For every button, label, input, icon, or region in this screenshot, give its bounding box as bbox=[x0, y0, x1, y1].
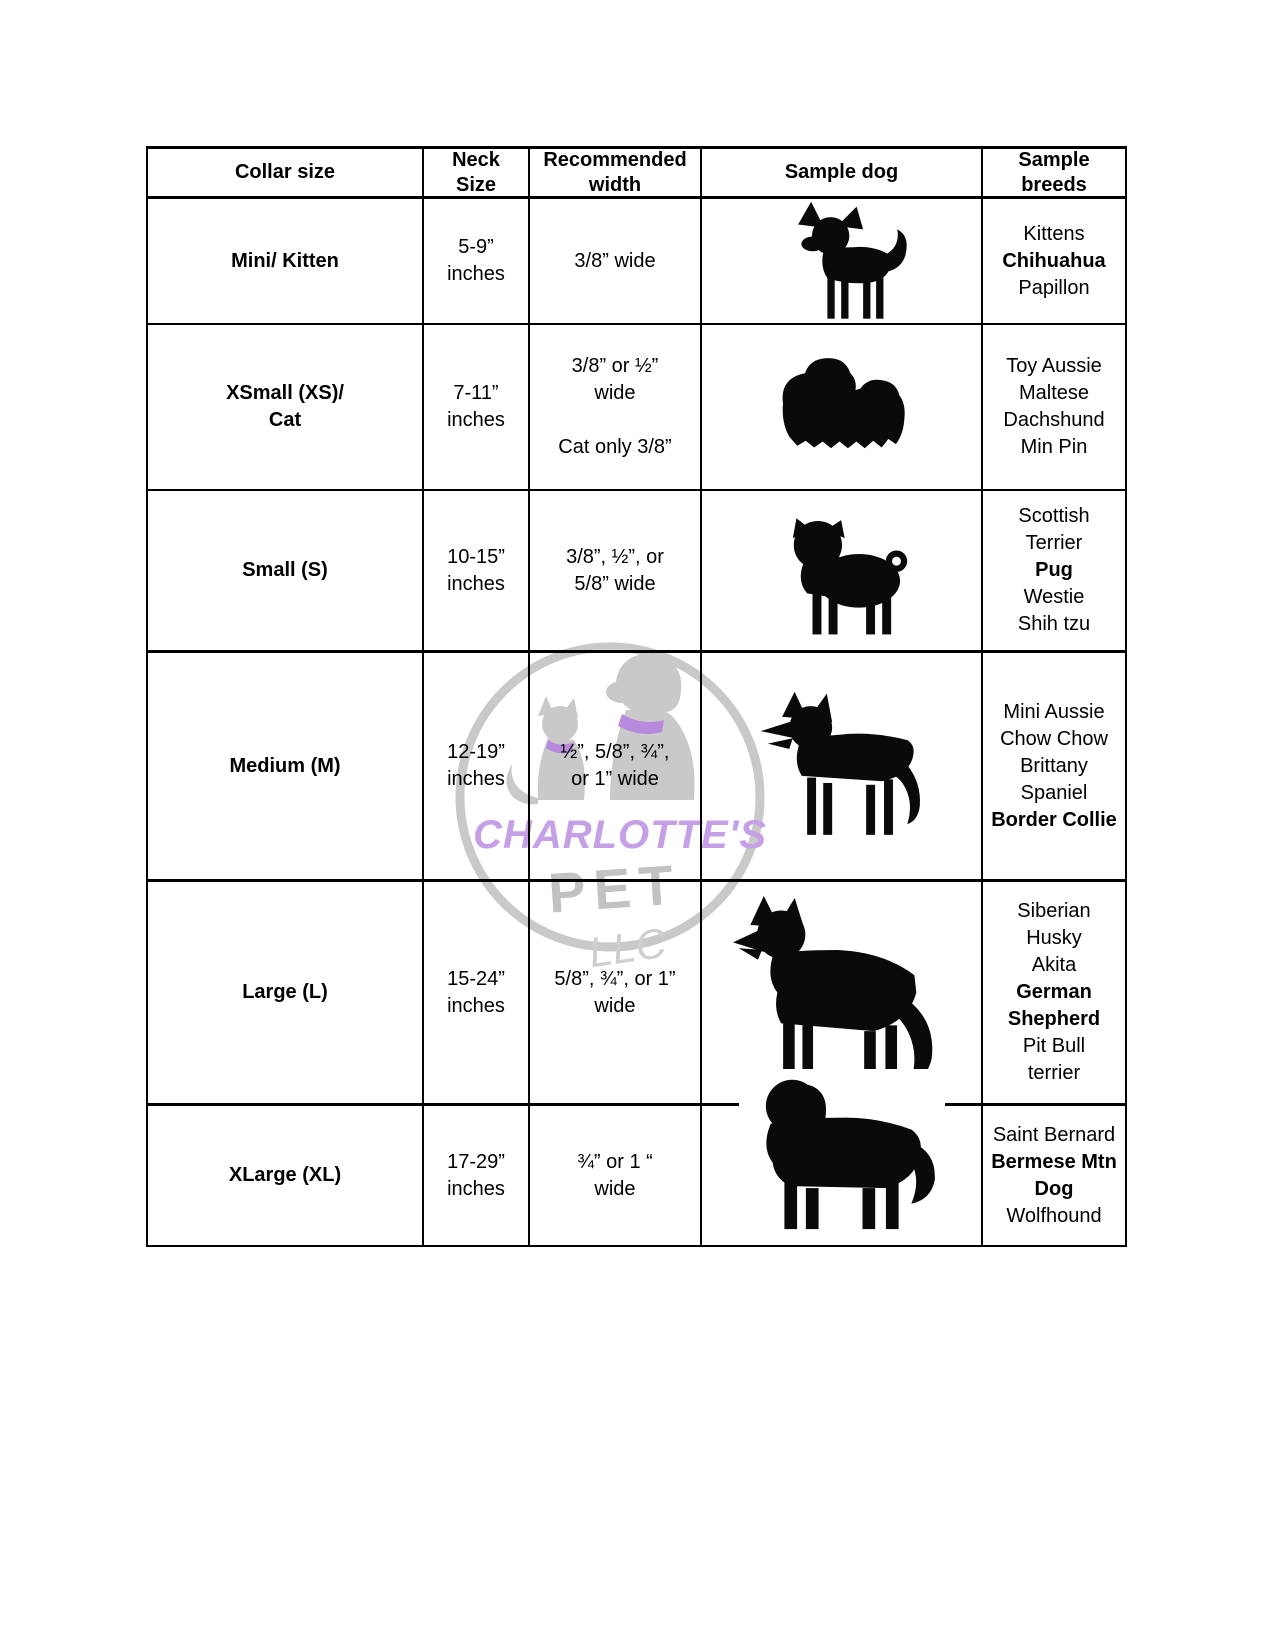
table-row-xsmall-dog bbox=[702, 325, 983, 491]
table-row-xsmall-width: 3/8” or ½” wide Cat only 3/8” bbox=[530, 325, 702, 491]
watermark-brand-name: CHARLOTTE'S bbox=[473, 813, 767, 857]
table-row-mini-dog bbox=[702, 199, 983, 325]
table-row-mini-width: 3/8” wide bbox=[530, 199, 702, 325]
table-row-small-dog bbox=[702, 491, 983, 653]
table-row-xsmall-neck: 7-11” inches bbox=[424, 325, 530, 491]
header-sample-dog: Sample dog bbox=[702, 149, 983, 199]
pet-collars-icon bbox=[546, 714, 664, 754]
table-row-mini-neck: 5-9” inches bbox=[424, 199, 530, 325]
charlottes-pet-watermark: CHARLOTTE'S PET LLC bbox=[455, 642, 767, 976]
table-row-large-collar: Large (L) bbox=[148, 882, 424, 1106]
collar-size-table: Collar size Neck Size Recommended width … bbox=[146, 146, 1127, 1247]
pug-silhouette-icon bbox=[792, 517, 907, 634]
table-row-medium-width: ½”, 5/8”, ¾”, or 1” wide bbox=[530, 653, 702, 882]
table-row-small-width: 3/8”, ½”, or 5/8” wide bbox=[530, 491, 702, 653]
table-row-xlarge-dog bbox=[702, 1068, 983, 1247]
watermark-pet-text: PET bbox=[546, 852, 683, 924]
table-row-medium-dog bbox=[702, 653, 983, 882]
table-row-mini-breeds: Kittens Chihuahua Papillon bbox=[983, 199, 1127, 325]
watermark-circle-icon bbox=[455, 642, 765, 952]
chihuahua-silhouette-icon bbox=[797, 201, 907, 319]
german-shepherd-silhouette-icon bbox=[732, 895, 932, 1085]
table-row-medium-breeds: Mini Aussie Chow Chow Brittany Spaniel B… bbox=[983, 653, 1127, 882]
table-row-xlarge-neck: 17-29” inches bbox=[424, 1106, 530, 1247]
dog-and-cat-icon bbox=[506, 654, 695, 805]
table-row-small-breeds: Scottish Terrier Pug Westie Shih tzu bbox=[983, 491, 1127, 653]
herding-dog-silhouette-icon bbox=[760, 691, 920, 835]
table-row-xsmall-breeds: Toy Aussie Maltese Dachshund Min Pin bbox=[983, 325, 1127, 491]
table-row-xlarge-width: ¾” or 1 “ wide bbox=[530, 1106, 702, 1247]
table-row-medium-neck: 12-19” inches bbox=[424, 653, 530, 882]
table-row-small-neck: 10-15” inches bbox=[424, 491, 530, 653]
table-row-large-neck: 15-24” inches bbox=[424, 882, 530, 1106]
table-row-large-width: 5/8”, ¾”, or 1” wide bbox=[530, 882, 702, 1106]
maltese-silhouette-icon bbox=[782, 358, 905, 449]
header-collar-size: Collar size bbox=[148, 149, 424, 199]
table-row-medium-collar: Medium (M) bbox=[148, 653, 424, 882]
watermark-llc-text: LLC bbox=[586, 919, 670, 976]
header-neck-size: Neck Size bbox=[424, 149, 530, 199]
header-recommended-width: Recommended width bbox=[530, 149, 702, 199]
table-row-xlarge-collar: XLarge (XL) bbox=[148, 1106, 424, 1247]
table-row-small-collar: Small (S) bbox=[148, 491, 424, 653]
header-sample-breeds: Sample breeds bbox=[983, 149, 1127, 199]
table-row-mini-collar: Mini/ Kitten bbox=[148, 199, 424, 325]
bernese-mountain-dog-silhouette-icon bbox=[738, 1068, 945, 1233]
table-row-xsmall-collar: XSmall (XS)/ Cat bbox=[148, 325, 424, 491]
table-row-large-breeds: Siberian Husky Akita German Shepherd Pit… bbox=[983, 882, 1127, 1106]
table-row-xlarge-breeds: Saint Bernard Bermese Mtn Dog Wolfhound bbox=[983, 1106, 1127, 1247]
